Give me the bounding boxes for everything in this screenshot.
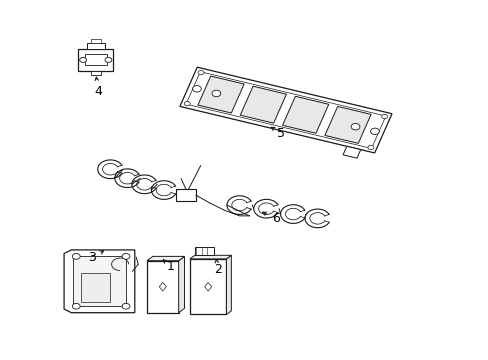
Polygon shape <box>64 250 135 313</box>
Polygon shape <box>226 255 231 315</box>
Circle shape <box>80 57 86 62</box>
Polygon shape <box>180 67 391 153</box>
Text: 5: 5 <box>271 127 285 140</box>
Polygon shape <box>73 256 126 306</box>
Text: 2: 2 <box>213 260 221 276</box>
Polygon shape <box>178 256 184 313</box>
Bar <box>91 39 101 42</box>
Bar <box>91 71 101 75</box>
Bar <box>176 189 195 201</box>
Circle shape <box>198 71 203 75</box>
Circle shape <box>122 253 130 259</box>
Circle shape <box>184 102 190 106</box>
Bar <box>78 49 113 71</box>
Bar <box>81 273 110 302</box>
Text: 6: 6 <box>262 212 280 225</box>
Polygon shape <box>189 255 231 259</box>
Circle shape <box>192 86 201 92</box>
Bar <box>189 259 226 315</box>
Polygon shape <box>282 96 328 133</box>
Circle shape <box>367 145 373 150</box>
Circle shape <box>122 303 130 309</box>
Circle shape <box>212 90 220 97</box>
Circle shape <box>381 114 387 119</box>
Polygon shape <box>343 146 360 158</box>
Polygon shape <box>324 107 370 143</box>
Polygon shape <box>240 86 286 123</box>
Polygon shape <box>185 72 385 148</box>
Text: 1: 1 <box>163 260 174 273</box>
Circle shape <box>370 128 379 135</box>
Bar <box>147 261 178 313</box>
Circle shape <box>72 303 80 309</box>
Bar <box>194 247 214 255</box>
Circle shape <box>72 253 80 259</box>
Text: 4: 4 <box>94 77 102 98</box>
Polygon shape <box>198 76 244 113</box>
Circle shape <box>350 123 359 130</box>
Text: 3: 3 <box>88 251 103 264</box>
Bar <box>85 54 106 65</box>
Polygon shape <box>147 256 184 261</box>
Circle shape <box>105 57 112 62</box>
Bar <box>87 42 104 49</box>
